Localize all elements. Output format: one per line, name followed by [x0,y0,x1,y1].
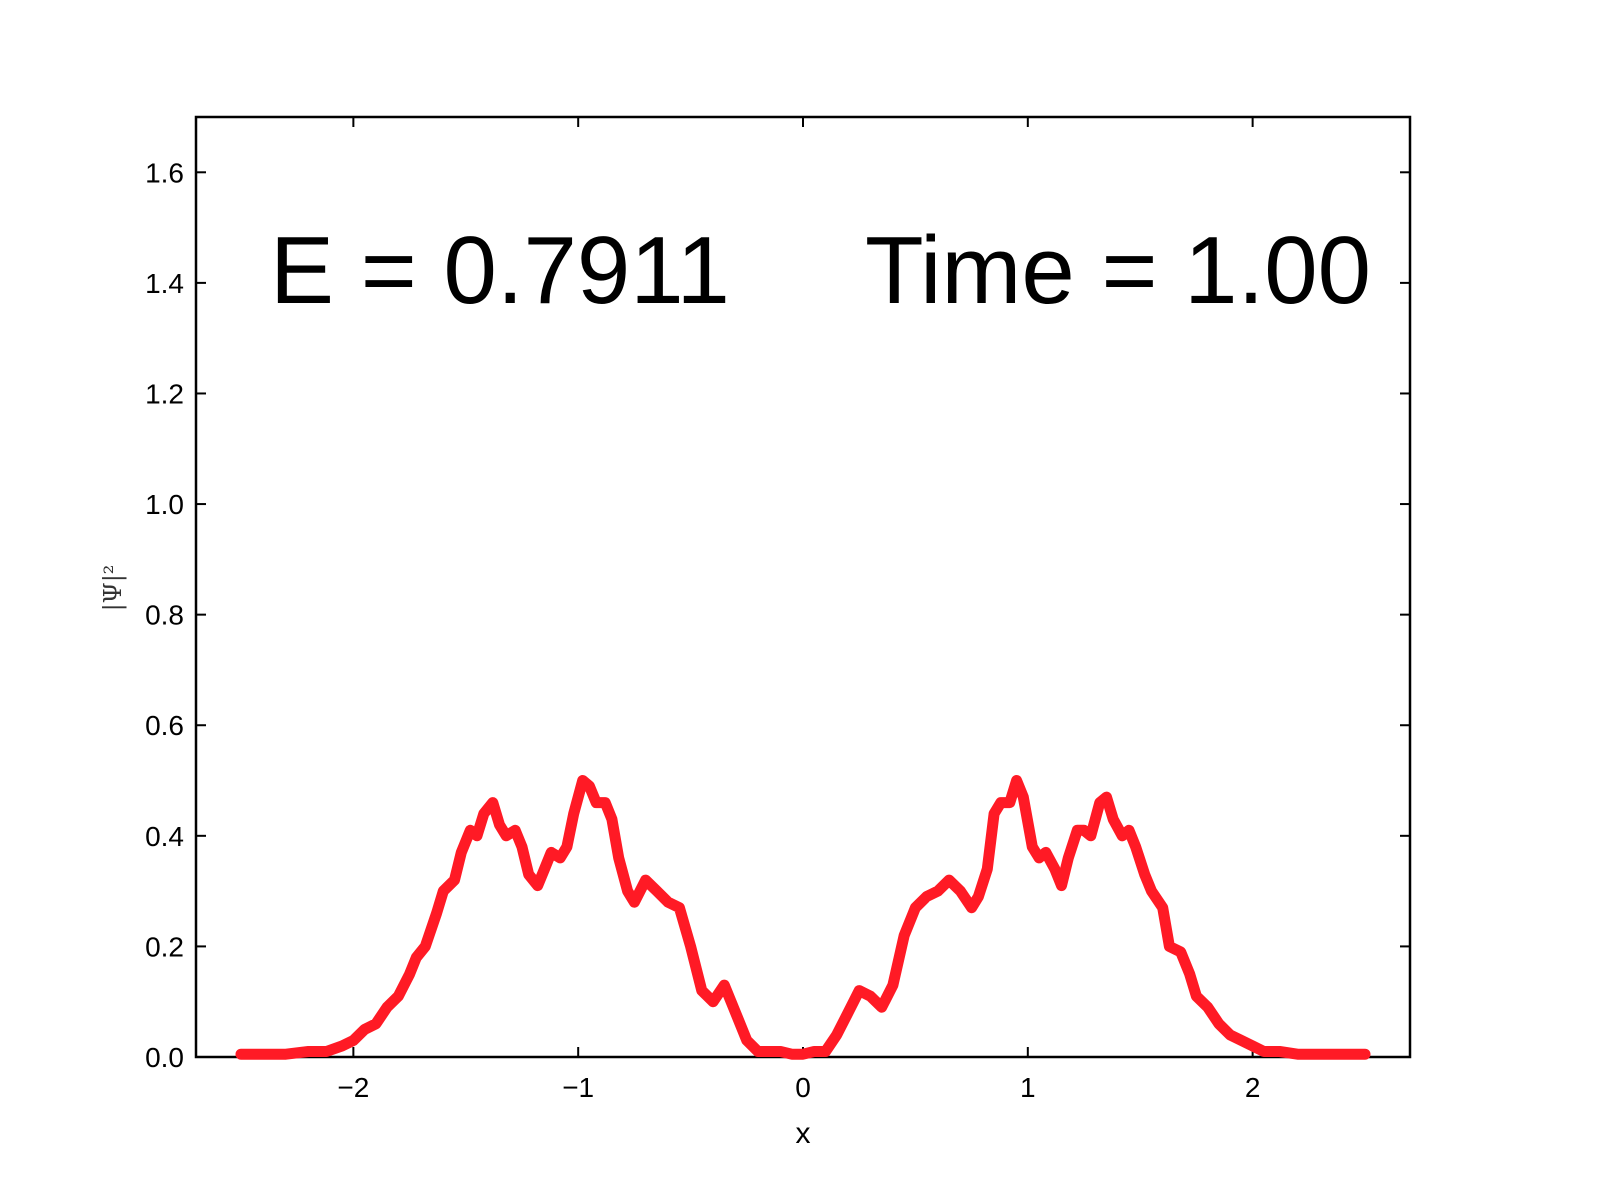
y-tick-label: 1.0 [145,489,184,520]
y-tick-label: 0.2 [145,931,184,962]
x-tick-label: −2 [337,1072,369,1103]
series-line [235,775,1371,1060]
y-tick-label: 1.6 [145,157,184,188]
y-axis-label: |Ψ|² [99,565,128,612]
x-tick-label: 2 [1245,1072,1261,1103]
y-tick-label: 1.4 [145,268,184,299]
time-annotation: Time = 1.00 [865,217,1371,324]
y-tick-label: 1.2 [145,378,184,409]
energy-annotation: E = 0.7911 [270,217,730,324]
y-tick-label: 0.4 [145,821,184,852]
x-tick-label: −1 [562,1072,594,1103]
tick-label-group: −2 −1 0 1 2 0.0 0.2 0.4 0.6 0.8 1.0 1.2 1.4 1.6 [145,157,1260,1103]
y-tick-label: 0.8 [145,600,184,631]
y-tick-label: 0.0 [145,1042,184,1073]
y-tick-label: 0.6 [145,710,184,741]
x-tick-label: 1 [1020,1072,1036,1103]
x-axis-label: x [796,1117,811,1150]
x-tick-label: 0 [795,1072,811,1103]
tick-group [196,117,1410,1058]
plot-area [194,115,1412,1059]
